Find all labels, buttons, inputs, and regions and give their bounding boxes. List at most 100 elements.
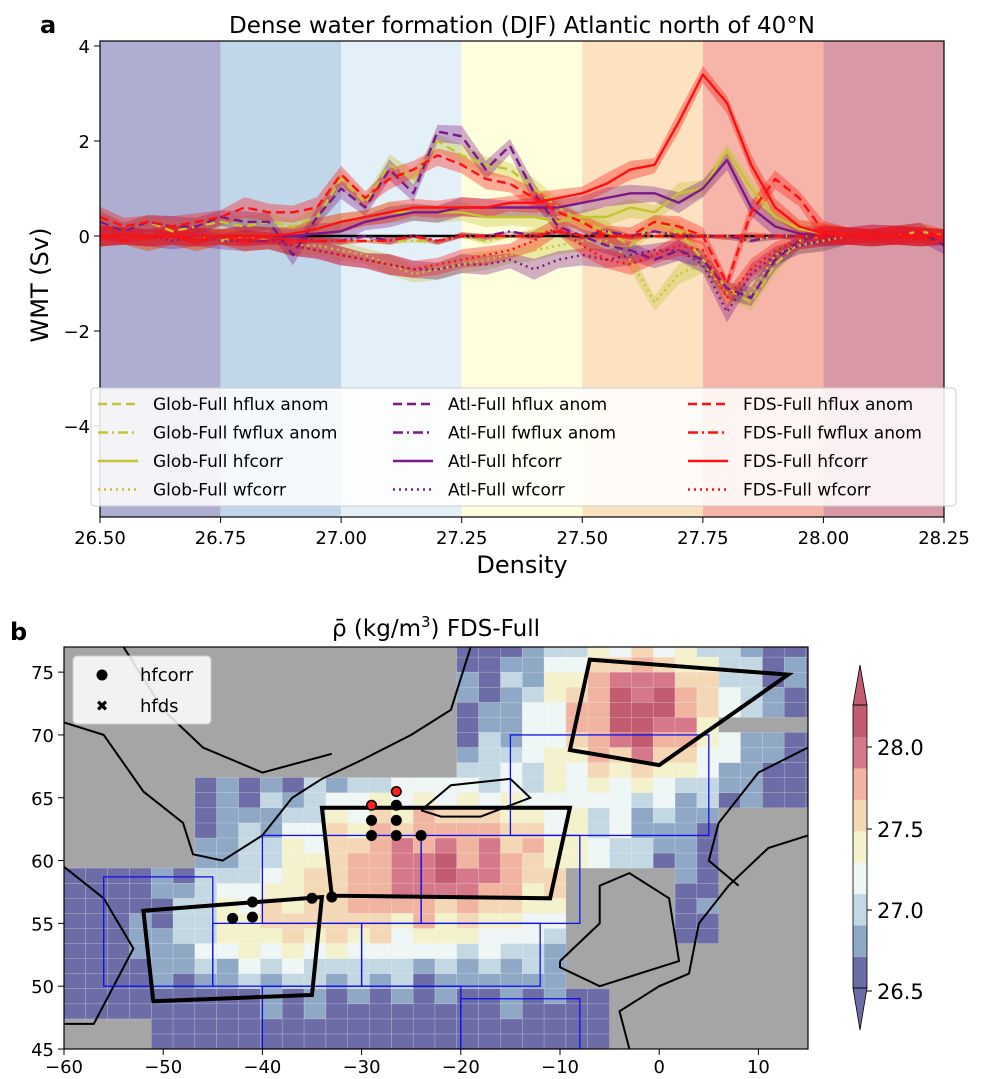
density-cell [325, 928, 348, 944]
density-cell [64, 913, 87, 929]
density-cell [565, 1018, 589, 1035]
density-cell [522, 656, 545, 673]
density-cell [412, 807, 436, 824]
density-cell [260, 958, 283, 974]
density-cell [543, 807, 567, 824]
density-cell [674, 822, 698, 839]
density-cell [543, 647, 567, 658]
colorbar-segment [853, 736, 867, 769]
density-cell [325, 837, 348, 854]
y-axis-b: 45 50 55 60 65 70 75 [31, 663, 64, 1061]
series-line [100, 73, 944, 238]
hfcorr-point [306, 892, 318, 904]
series-band [100, 153, 944, 247]
density-cell [674, 777, 698, 793]
density-cell [500, 1018, 523, 1035]
density-cell [478, 656, 501, 673]
density-cell [194, 928, 217, 944]
colorbar-segment [853, 956, 867, 989]
density-cell [151, 958, 174, 974]
legend-label: Glob-Full wfcorr [153, 481, 286, 501]
blue-box [420, 834, 581, 925]
density-cell [238, 943, 261, 959]
density-cell [456, 897, 479, 914]
density-cell [434, 943, 458, 959]
density-cell [674, 882, 698, 899]
density-cell [129, 867, 152, 884]
density-cell [325, 1018, 348, 1035]
density-cell [216, 792, 239, 809]
density-cell [805, 656, 808, 673]
density-cell [260, 852, 283, 869]
density-cells [64, 647, 808, 1049]
coastline [64, 866, 135, 1025]
density-cell [434, 837, 458, 854]
density-cell [478, 686, 501, 703]
density-cell [652, 702, 676, 718]
series-lines [99, 73, 945, 314]
y-tick-label-b: 75 [31, 663, 54, 684]
density-cell [522, 686, 545, 703]
x-tick-label-b: −40 [243, 1057, 281, 1078]
density-cell [783, 686, 807, 703]
density-cell [194, 777, 217, 793]
hfcorr-point [390, 829, 402, 841]
density-cell [543, 777, 567, 793]
density-cell [281, 852, 305, 869]
density-cell [129, 1003, 152, 1020]
density-cell [696, 686, 719, 703]
density-cell [609, 647, 632, 658]
density-cell [783, 792, 807, 809]
density-cell [500, 686, 523, 703]
density-cell [609, 686, 632, 703]
density-cell [696, 867, 719, 884]
density-cell [478, 837, 501, 854]
density-cell [805, 747, 808, 763]
density-cell [434, 958, 458, 974]
density-cell [674, 647, 698, 658]
density-cell [522, 1003, 545, 1020]
density-cell [587, 686, 610, 703]
density-cell [412, 1018, 436, 1035]
y-tick-label: 2 [79, 132, 90, 153]
density-cell [303, 1018, 327, 1035]
density-cell [260, 777, 283, 793]
density-cell [238, 958, 261, 974]
density-cell [347, 897, 370, 914]
density-cell [456, 717, 479, 733]
panel-b-title: ρ̄ (kg/m3) FDS-Full [332, 613, 540, 642]
density-cell [631, 807, 654, 824]
density-cell [478, 671, 501, 688]
density-cell [391, 867, 414, 884]
x-tick-label: 27.25 [436, 528, 488, 549]
density-cell [543, 671, 567, 688]
density-cell [478, 762, 501, 778]
coastline [618, 834, 808, 1049]
density-cell [260, 792, 283, 809]
density-cell [260, 1003, 283, 1020]
hfds-point [367, 801, 376, 810]
density-cell [674, 807, 698, 824]
density-cell [543, 1018, 567, 1035]
density-cell [151, 1033, 174, 1049]
density-cell [281, 943, 305, 959]
density-cell [238, 792, 261, 809]
colorbar-segment [853, 925, 867, 958]
legend-b: hfcorr ✖ hfds [72, 655, 212, 725]
hfcorr-point [390, 814, 402, 826]
density-cell [325, 807, 348, 824]
panel-a-label: a [40, 11, 56, 39]
density-cell [478, 852, 501, 869]
colorbar-segment [853, 767, 867, 800]
density-cell [260, 1018, 283, 1035]
density-cell [631, 647, 654, 658]
coastline [559, 871, 681, 988]
density-cell [172, 928, 196, 944]
density-cell [587, 852, 610, 869]
density-cell [587, 777, 610, 793]
density-cell [216, 807, 239, 824]
density-cell [107, 913, 130, 929]
density-cell [478, 1003, 501, 1020]
density-cell [478, 747, 501, 763]
density-cell [500, 837, 523, 854]
